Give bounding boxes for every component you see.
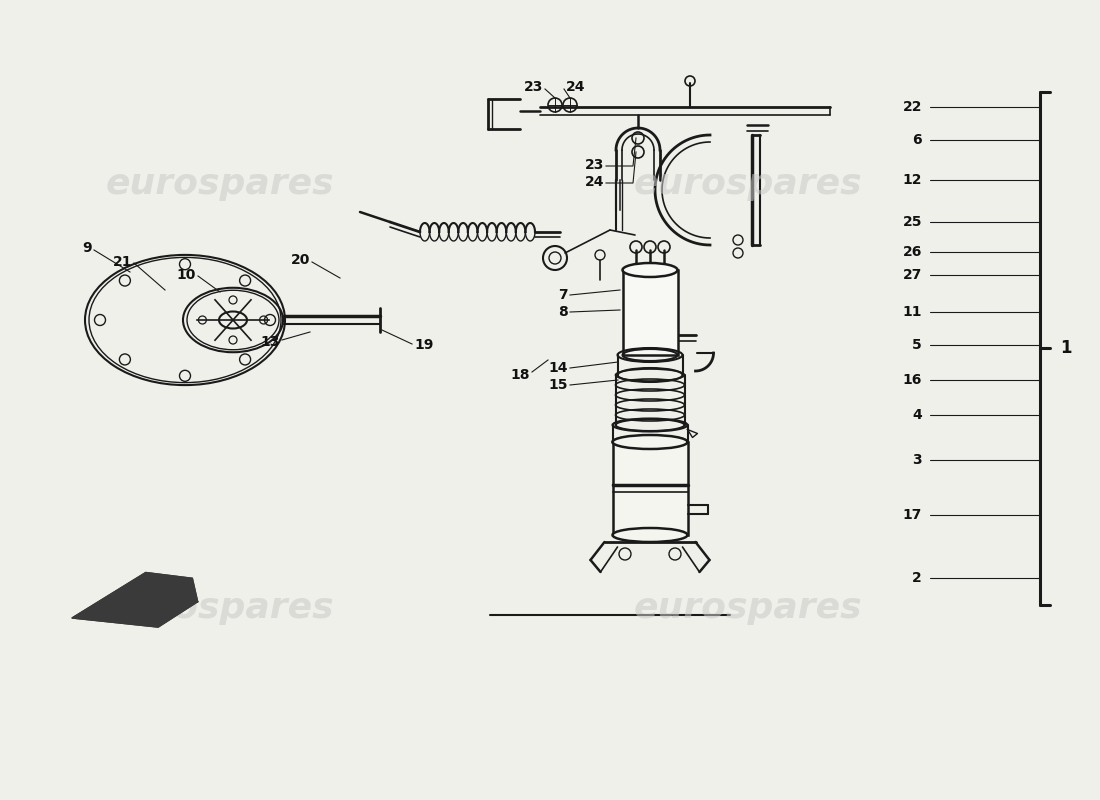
- Text: 24: 24: [584, 175, 604, 189]
- Text: 23: 23: [524, 80, 543, 94]
- Text: 3: 3: [912, 453, 922, 467]
- Text: 1: 1: [1060, 339, 1071, 357]
- Bar: [623, 270, 678, 355]
- Text: eurospares: eurospares: [634, 591, 862, 625]
- Text: 8: 8: [558, 305, 568, 319]
- Text: 24: 24: [566, 80, 585, 94]
- Text: 14: 14: [549, 361, 568, 375]
- Text: 27: 27: [903, 268, 922, 282]
- Text: 15: 15: [549, 378, 568, 392]
- Text: eurospares: eurospares: [106, 591, 334, 625]
- Text: eurospares: eurospares: [106, 167, 334, 201]
- Text: 6: 6: [912, 133, 922, 147]
- Ellipse shape: [613, 528, 688, 542]
- Text: 26: 26: [903, 245, 922, 259]
- Text: 4: 4: [912, 408, 922, 422]
- Text: 12: 12: [902, 173, 922, 187]
- Bar: [613, 442, 688, 535]
- Text: 19: 19: [414, 338, 433, 352]
- Text: 18: 18: [510, 368, 530, 382]
- Text: 5: 5: [912, 338, 922, 352]
- Text: 10: 10: [177, 268, 196, 282]
- Ellipse shape: [623, 263, 678, 277]
- Polygon shape: [72, 573, 198, 627]
- Text: 25: 25: [902, 215, 922, 229]
- Text: 20: 20: [290, 253, 310, 267]
- Text: eurospares: eurospares: [634, 167, 862, 201]
- Text: 2: 2: [912, 571, 922, 585]
- Text: 23: 23: [584, 158, 604, 172]
- Text: 13: 13: [261, 335, 280, 349]
- Text: 9: 9: [82, 241, 92, 255]
- Text: 21: 21: [112, 255, 132, 269]
- Text: 16: 16: [903, 373, 922, 387]
- Text: 22: 22: [902, 100, 922, 114]
- Text: 17: 17: [903, 508, 922, 522]
- Text: 11: 11: [902, 305, 922, 319]
- Ellipse shape: [613, 435, 688, 449]
- Text: 7: 7: [559, 288, 568, 302]
